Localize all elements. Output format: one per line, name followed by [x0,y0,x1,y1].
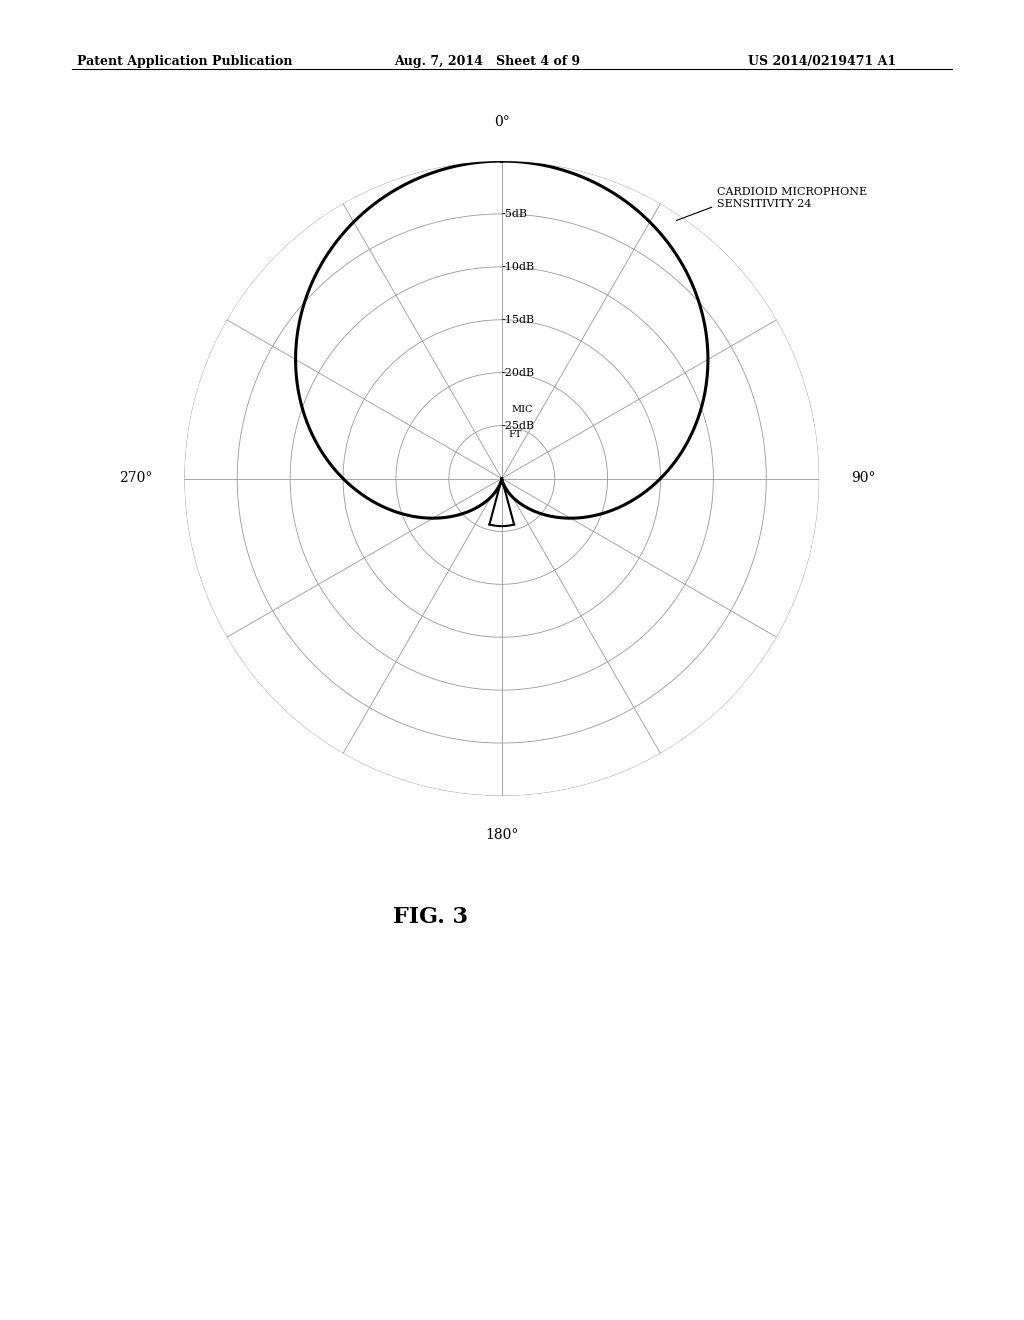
Text: -10dB: -10dB [502,261,535,272]
Text: FT: FT [508,430,521,440]
Text: 0°: 0° [494,115,510,129]
Text: MIC: MIC [511,405,532,414]
Text: 180°: 180° [485,828,518,842]
Text: 270°: 270° [119,471,153,486]
Text: -15dB: -15dB [502,314,535,325]
Text: -20dB: -20dB [502,368,535,378]
Text: -25dB: -25dB [502,421,535,430]
Text: Aug. 7, 2014   Sheet 4 of 9: Aug. 7, 2014 Sheet 4 of 9 [394,55,581,69]
Text: -5dB: -5dB [502,209,527,219]
Text: FIG. 3: FIG. 3 [392,907,468,928]
Text: US 2014/0219471 A1: US 2014/0219471 A1 [748,55,896,69]
Text: 90°: 90° [851,471,876,486]
Text: CARDIOID MICROPHONE
SENSITIVITY 24: CARDIOID MICROPHONE SENSITIVITY 24 [717,187,867,209]
Text: Patent Application Publication: Patent Application Publication [77,55,292,69]
